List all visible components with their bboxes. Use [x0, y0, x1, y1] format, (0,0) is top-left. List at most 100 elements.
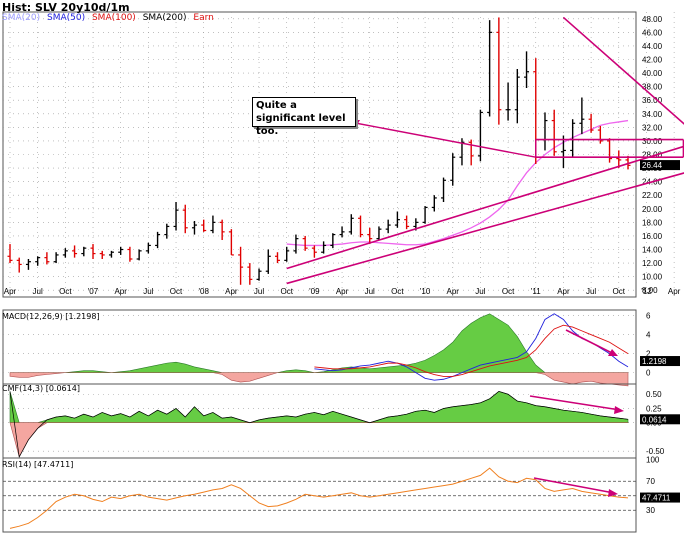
ohlc-bar [16, 257, 22, 273]
cmf-value-label: 0.0614 [642, 415, 667, 424]
ohlc-bar [367, 227, 373, 245]
time-axis-tick: '11 [531, 287, 541, 296]
ohlc-bar [450, 153, 456, 186]
ohlc-bar [228, 229, 234, 256]
time-axis-tick: Oct [59, 287, 72, 296]
time-axis-tick: Jul [143, 287, 153, 296]
rsi-divergence-arrow [533, 477, 615, 494]
ohlc-bar [487, 20, 493, 117]
time-axis-tick: Apr [4, 287, 17, 296]
ohlc-bar [219, 219, 225, 240]
time-axis-tick: Oct [613, 287, 626, 296]
ohlc-bar [164, 223, 170, 239]
chart-title: Hist: SLV 20y10d/1m [2, 1, 130, 14]
ohlc-bar [99, 250, 105, 259]
time-axis-tick: '09 [309, 287, 320, 296]
price-axis-tick: 10.00 [642, 273, 663, 282]
macd-macd-line [314, 313, 629, 381]
ohlc-bar [293, 234, 299, 254]
price-axis-tick: 42.00 [642, 56, 663, 65]
ohlc-bar [201, 219, 207, 232]
ohlc-bar [505, 82, 511, 121]
ohlc-bar [44, 252, 50, 265]
ohlc-bar [302, 235, 308, 251]
time-axis-tick: Oct [170, 287, 183, 296]
rsi-value-badge [640, 492, 680, 503]
price-axis-tick: 38.00 [642, 83, 663, 92]
macd-value-badge [640, 356, 680, 367]
ohlc-bar [468, 139, 474, 166]
rsi-panel-label: RSI(14) [47.4711] [2, 460, 74, 469]
ohlc-bar [247, 263, 253, 285]
rsi-value-label: 47.4711 [642, 494, 671, 503]
ohlc-bar [524, 51, 530, 88]
ohlc-bar [588, 113, 594, 133]
time-axis-tick: Jul [365, 287, 375, 296]
rsi-axis-tick: 30 [646, 506, 655, 515]
price-axis-tick: 36.00 [642, 96, 663, 105]
price-axis-tick: 20.00 [642, 205, 663, 214]
ohlc-bar [25, 259, 31, 270]
price-axis-tick: 8.00 [642, 286, 658, 295]
time-axis-tick: Oct [502, 287, 515, 296]
macd-divergence-arrow [565, 329, 615, 355]
ohlc-bar [385, 219, 391, 234]
ohlc-bar [394, 211, 400, 228]
ohlc-bar [284, 246, 290, 262]
ohlc-bar [542, 112, 548, 151]
ohlc-bar [145, 242, 151, 254]
ohlc-bar [173, 202, 179, 231]
last-price-label: 26.44 [642, 161, 663, 170]
ohlc-bar [72, 245, 78, 258]
ohlc-bar [514, 69, 520, 124]
macd-value-label: 1.2198 [642, 357, 667, 366]
price-axis-tick: 28.00 [642, 151, 663, 160]
ohlc-bar [311, 245, 317, 258]
price-axis-tick: 16.00 [642, 232, 663, 241]
ohlc-bar [551, 109, 557, 156]
rsi-axis-tick: 70 [646, 477, 655, 486]
ohlc-bar [339, 226, 345, 238]
rsi-line [9, 467, 629, 529]
ohlc-bar [35, 256, 41, 266]
macd-histogram-negative [9, 372, 629, 387]
price-axis-tick: 12.00 [642, 259, 663, 268]
time-axis-tick: Jul [254, 287, 264, 296]
annotation-callout: Quite a significant level too. [252, 97, 356, 137]
ohlc-bar [616, 150, 622, 169]
ohlc-bar [127, 246, 133, 262]
macd-axis-tick: 6 [646, 312, 651, 321]
cmf-axis-tick: -0.50 [646, 447, 665, 456]
ohlc-bar [118, 246, 124, 255]
time-axis-tick: Apr [114, 287, 127, 296]
ohlc-bar [321, 241, 327, 254]
ohlc-bar [136, 249, 142, 261]
price-axis-tick: 18.00 [642, 218, 663, 227]
time-axis-tick: Oct [280, 287, 293, 296]
cmf-axis-tick: 0.50 [646, 390, 662, 399]
cmf-line [9, 391, 629, 458]
trendline-channel-lower [286, 172, 684, 285]
ohlc-bar [108, 250, 114, 258]
trendline-channel-upper [286, 145, 684, 270]
ohlc-bar [431, 195, 437, 212]
legend-sma200: SMA(200) [142, 13, 187, 23]
cmf-divergence-arrow [529, 395, 621, 411]
time-axis-tick: '08 [198, 287, 209, 296]
macd-axis-tick: 4 [646, 331, 651, 340]
macd-panel-label: MACD(12,26,9) [1.2198] [2, 312, 100, 321]
rsi-divergence-arrow-head [608, 489, 618, 497]
ohlc-bar [496, 17, 502, 125]
ohlc-bar [477, 109, 483, 162]
cmf-axis-tick: 0.25 [646, 404, 662, 413]
ohlc-bar [358, 215, 364, 238]
ohlc-bar [579, 97, 585, 135]
price-axis-tick: 30.00 [642, 137, 663, 146]
macd-axis-tick: 0 [646, 369, 651, 378]
ohlc-bar [238, 246, 244, 285]
ohlc-bar [90, 244, 96, 259]
cmf-divergence-arrow-head [614, 406, 624, 414]
ohlc-bar [191, 221, 197, 235]
ohlc-bar [422, 206, 428, 224]
